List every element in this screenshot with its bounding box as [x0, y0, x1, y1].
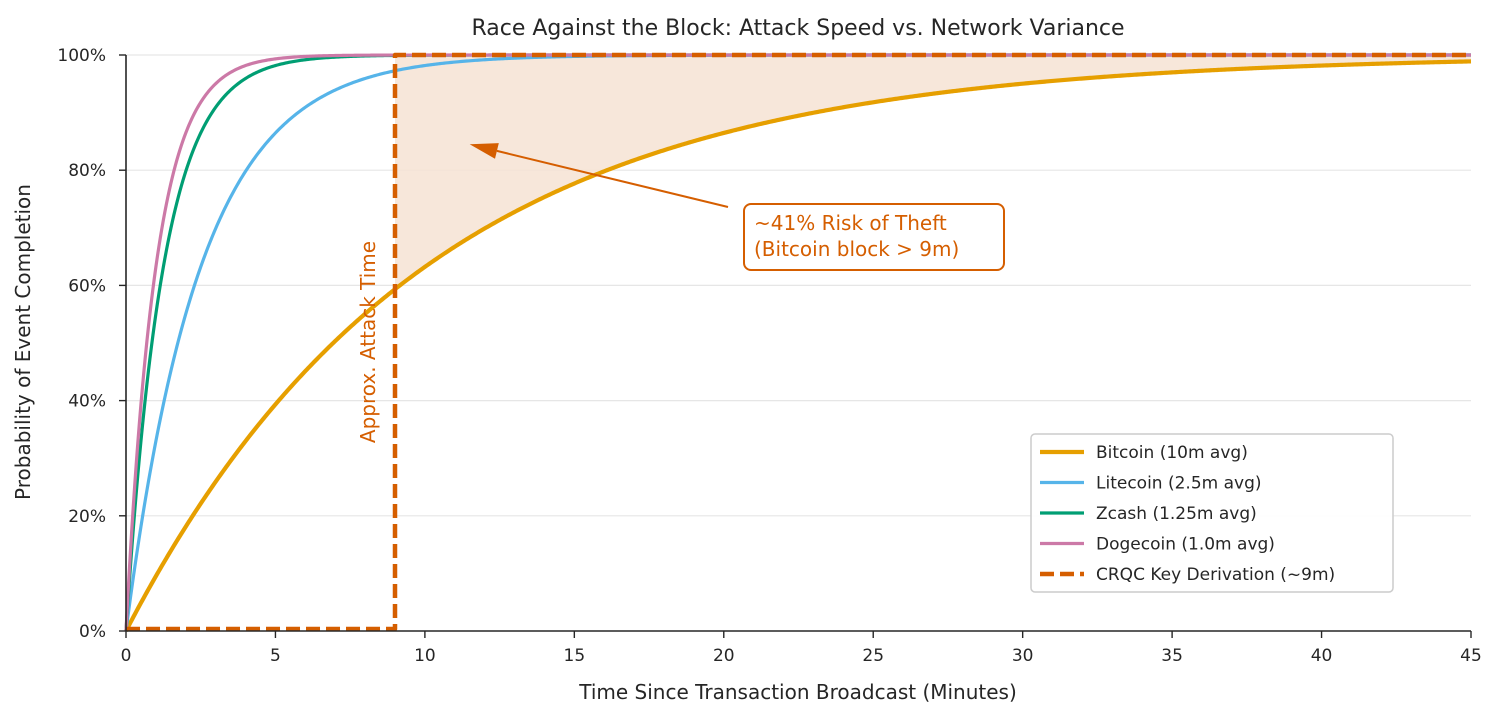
legend-label-3: Dogecoin (1.0m avg)	[1096, 535, 1275, 555]
x-tick-label: 15	[564, 646, 586, 666]
series-line-4	[126, 52, 1471, 632]
y-tick-label: 20%	[68, 507, 106, 527]
annotations: Approx. Attack Time ~41% Risk of Theft (…	[356, 143, 1005, 443]
series-lines	[124, 52, 1472, 632]
series-line-0	[124, 59, 1472, 632]
chart-title: Race Against the Block: Attack Speed vs.…	[471, 16, 1124, 41]
x-tick-label: 30	[1012, 646, 1034, 666]
y-tick-label: 100%	[57, 46, 106, 66]
y-axis-label: Probability of Event Completion	[11, 184, 35, 500]
x-tick-label: 0	[121, 646, 132, 666]
x-tick-label: 5	[270, 646, 281, 666]
risk-annotation-line-2: (Bitcoin block > 9m)	[754, 237, 959, 261]
legend-frame	[1030, 433, 1394, 593]
legend: Bitcoin (10m avg) Litecoin (2.5m avg) Zcas…	[1030, 433, 1394, 593]
x-tick-label: 45	[1460, 646, 1482, 666]
legend-label-1: Litecoin (2.5m avg)	[1096, 474, 1262, 494]
legend-label-0: Bitcoin (10m avg)	[1096, 443, 1248, 463]
shaded-risk-area	[395, 55, 1471, 290]
y-tick-label: 0%	[79, 622, 106, 642]
risk-arrow-head	[469, 143, 499, 159]
x-tick-label: 35	[1161, 646, 1183, 666]
x-tick-label: 25	[862, 646, 884, 666]
x-tick-label: 10	[414, 646, 436, 666]
y-tick-label: 80%	[68, 161, 106, 181]
y-tick-label: 60%	[68, 276, 106, 296]
x-axis-label: Time Since Transaction Broadcast (Minute…	[578, 680, 1017, 704]
ticks: 0 5 10 15 20 25 30 35 40 45 0% 20% 40% 60% 80% 100%	[57, 46, 1481, 666]
axes	[125, 55, 1471, 632]
legend-label-2: Zcash (1.25m avg)	[1096, 504, 1257, 524]
risk-annotation-line-1: ~41% Risk of Theft	[754, 211, 947, 235]
x-tick-label: 20	[713, 646, 735, 666]
legend-label-4: CRQC Key Derivation (~9m)	[1096, 565, 1335, 585]
risk-arrow-line	[496, 149, 729, 208]
y-tick-label: 40%	[68, 392, 106, 412]
risk-annotation-box	[743, 203, 1005, 271]
attack-time-label: Approx. Attack Time	[356, 241, 380, 443]
x-tick-label: 40	[1311, 646, 1333, 666]
risk-region	[395, 55, 1471, 290]
